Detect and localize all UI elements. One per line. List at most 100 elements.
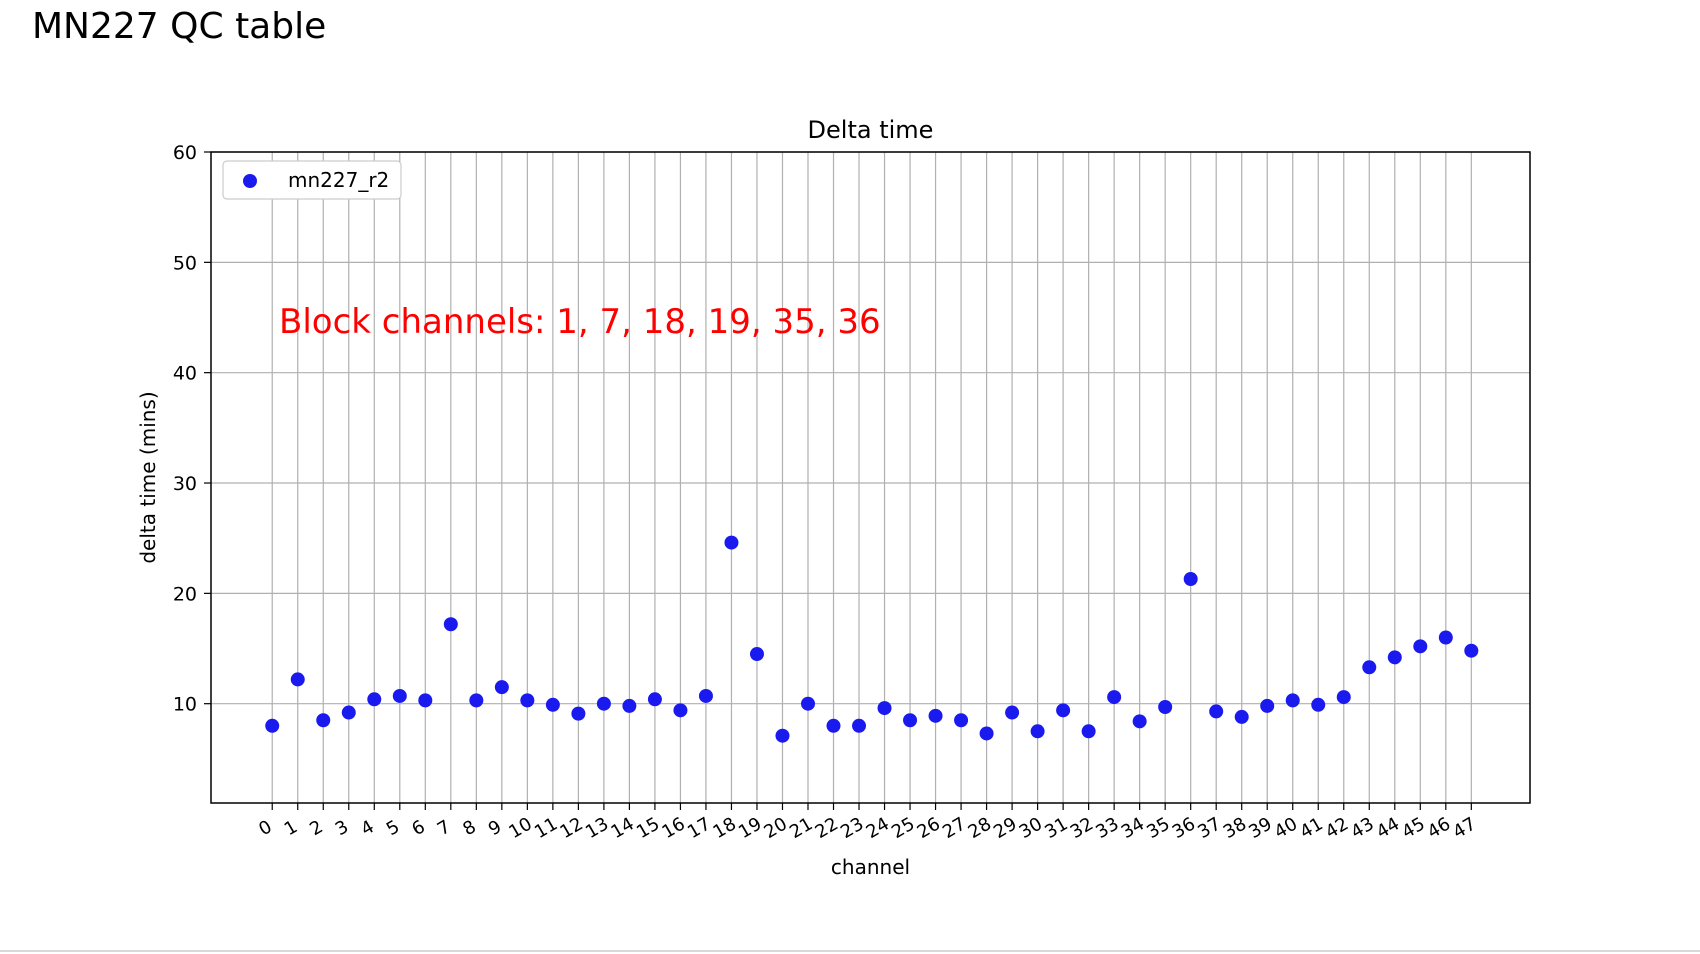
- x-tick-label: 46: [1424, 813, 1454, 843]
- x-tick-label: 45: [1398, 813, 1428, 843]
- data-point: [1362, 660, 1377, 675]
- x-tick-label: 14: [607, 813, 637, 843]
- y-tick-label: 60: [173, 142, 197, 164]
- x-tick-label: 21: [786, 813, 816, 843]
- x-tick-label: 19: [735, 813, 765, 843]
- y-tick-label: 40: [173, 363, 197, 385]
- data-point: [265, 718, 280, 733]
- data-point: [418, 693, 433, 708]
- x-tick-label: 24: [863, 813, 893, 843]
- x-tick-label: 36: [1169, 813, 1199, 843]
- data-point: [520, 693, 535, 708]
- x-tick-label: 22: [812, 813, 842, 843]
- x-tick-label: 32: [1067, 813, 1097, 843]
- data-point: [1336, 690, 1351, 705]
- data-point: [954, 713, 969, 728]
- x-tick-label: 37: [1194, 813, 1224, 843]
- x-tick-label: 13: [582, 813, 612, 843]
- x-tick-label: 39: [1245, 813, 1275, 843]
- plot-area: [210, 151, 1531, 804]
- data-point: [1005, 705, 1020, 720]
- page-title: MN227 QC table: [32, 6, 327, 47]
- data-point: [928, 708, 943, 723]
- block-channels-annotation: Block channels: 1, 7, 18, 19, 35, 36: [279, 302, 881, 342]
- x-tick-label: 34: [1118, 813, 1148, 843]
- x-tick-label: 44: [1373, 813, 1403, 843]
- data-point: [852, 718, 867, 733]
- data-point: [622, 698, 637, 713]
- data-point: [979, 726, 994, 741]
- x-tick-label: 17: [684, 813, 714, 843]
- x-tick-label: 27: [939, 813, 969, 843]
- data-point: [724, 535, 739, 550]
- x-tick-label: 0: [255, 816, 275, 840]
- data-point: [1413, 639, 1428, 654]
- data-point: [494, 680, 509, 695]
- data-point: [1132, 714, 1147, 729]
- data-point: [1260, 698, 1275, 713]
- x-tick-label: 47: [1449, 813, 1479, 843]
- x-tick-label: 26: [914, 813, 944, 843]
- x-tick-label: 40: [1271, 813, 1301, 843]
- x-tick-label: 29: [990, 813, 1020, 843]
- y-tick-label: 20: [173, 583, 197, 605]
- data-point: [1285, 693, 1300, 708]
- x-tick-label: 23: [837, 813, 867, 843]
- grid: [211, 151, 1530, 803]
- data-point: [341, 705, 356, 720]
- divider: [0, 950, 1700, 952]
- x-tick-label: 18: [710, 813, 740, 843]
- data-point: [316, 713, 331, 728]
- y-axis: 10 20 30 40 50 60: [173, 142, 211, 716]
- x-axis-label: channel: [831, 855, 910, 879]
- x-tick-label: 11: [531, 813, 561, 843]
- data-point: [1183, 572, 1198, 587]
- x-tick-label: 43: [1347, 813, 1377, 843]
- data-point: [392, 688, 407, 703]
- data-point: [1158, 700, 1173, 715]
- data-point: [1107, 690, 1122, 705]
- x-tick-label: 7: [434, 816, 454, 840]
- x-tick-label: 15: [633, 813, 663, 843]
- data-point: [1030, 724, 1045, 739]
- data-point: [545, 697, 560, 712]
- x-tick-label: 3: [332, 816, 352, 840]
- x-tick-label: 4: [357, 816, 377, 840]
- x-tick-label: 20: [761, 813, 791, 843]
- data-point: [647, 692, 662, 707]
- data-point: [1464, 643, 1479, 658]
- data-point: [749, 647, 764, 662]
- data-point: [673, 703, 688, 718]
- x-tick-label: 10: [505, 813, 535, 843]
- data-point: [877, 701, 892, 716]
- x-tick-label: 30: [1016, 813, 1046, 843]
- data-point: [698, 688, 713, 703]
- y-tick-label: 10: [173, 694, 197, 716]
- data-point: [1234, 709, 1249, 724]
- x-tick-label: 16: [659, 813, 689, 843]
- data-point: [1209, 704, 1224, 719]
- x-tick-label: 2: [306, 816, 326, 840]
- data-point: [1387, 650, 1402, 665]
- x-tick-label: 33: [1092, 813, 1122, 843]
- legend-box: [222, 160, 402, 200]
- x-tick-label: 38: [1220, 813, 1250, 843]
- x-tick-label: 31: [1041, 813, 1071, 843]
- data-points: [265, 535, 1479, 743]
- x-tick-label: 9: [485, 816, 505, 840]
- x-tick-label: 35: [1143, 813, 1173, 843]
- y-tick-label: 30: [173, 473, 197, 495]
- legend-marker: [243, 174, 257, 188]
- legend: mn227_r2: [222, 160, 402, 200]
- data-point: [1311, 697, 1326, 712]
- data-point: [469, 693, 484, 708]
- x-tick-label: 25: [888, 813, 918, 843]
- data-point: [596, 696, 611, 711]
- data-point: [571, 706, 586, 721]
- legend-label: mn227_r2: [288, 168, 389, 192]
- chart-title: Delta time: [808, 116, 934, 144]
- data-point: [1081, 724, 1096, 739]
- y-tick-label: 50: [173, 252, 197, 274]
- x-tick-label: 8: [459, 816, 479, 840]
- data-point: [800, 696, 815, 711]
